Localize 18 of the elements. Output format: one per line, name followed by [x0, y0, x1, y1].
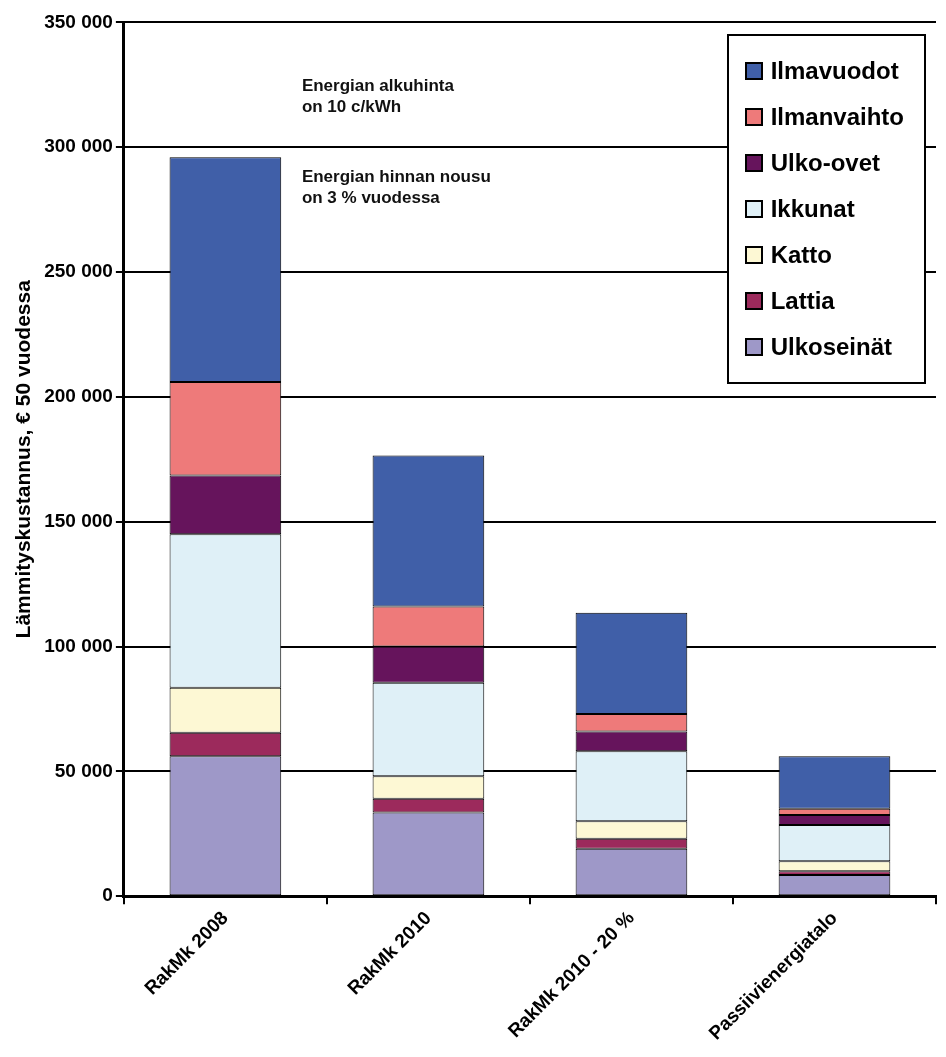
annotation: Energian hinnan nousu on 3 % vuodessa	[301, 166, 491, 207]
y-tick-label: 0	[102, 884, 113, 906]
y-axis-title: Lämmityskustannus, € 50 vuodessa	[11, 279, 35, 639]
legend-label: Ilmanvaihto	[770, 103, 904, 131]
y-tick-label: 300 000	[44, 135, 113, 157]
y-tick-label: 250 000	[44, 260, 113, 282]
legend-label: Lattia	[770, 287, 835, 315]
y-tick-label: 150 000	[44, 509, 113, 531]
y-tick-label: 200 000	[44, 385, 113, 407]
legend-label: Katto	[770, 241, 832, 269]
legend-label: Ulko-ovet	[770, 149, 880, 177]
legend-label: Ikkunat	[770, 195, 855, 223]
y-tick-label: 100 000	[44, 634, 113, 656]
legend-label: Ulkoseinät	[770, 333, 893, 361]
y-tick-label: 350 000	[44, 10, 113, 32]
legend-label: Ilmavuodot	[770, 57, 899, 85]
annotation: Energian alkuhinta on 10 c/kWh	[301, 75, 455, 116]
y-tick-label: 50 000	[54, 759, 113, 781]
